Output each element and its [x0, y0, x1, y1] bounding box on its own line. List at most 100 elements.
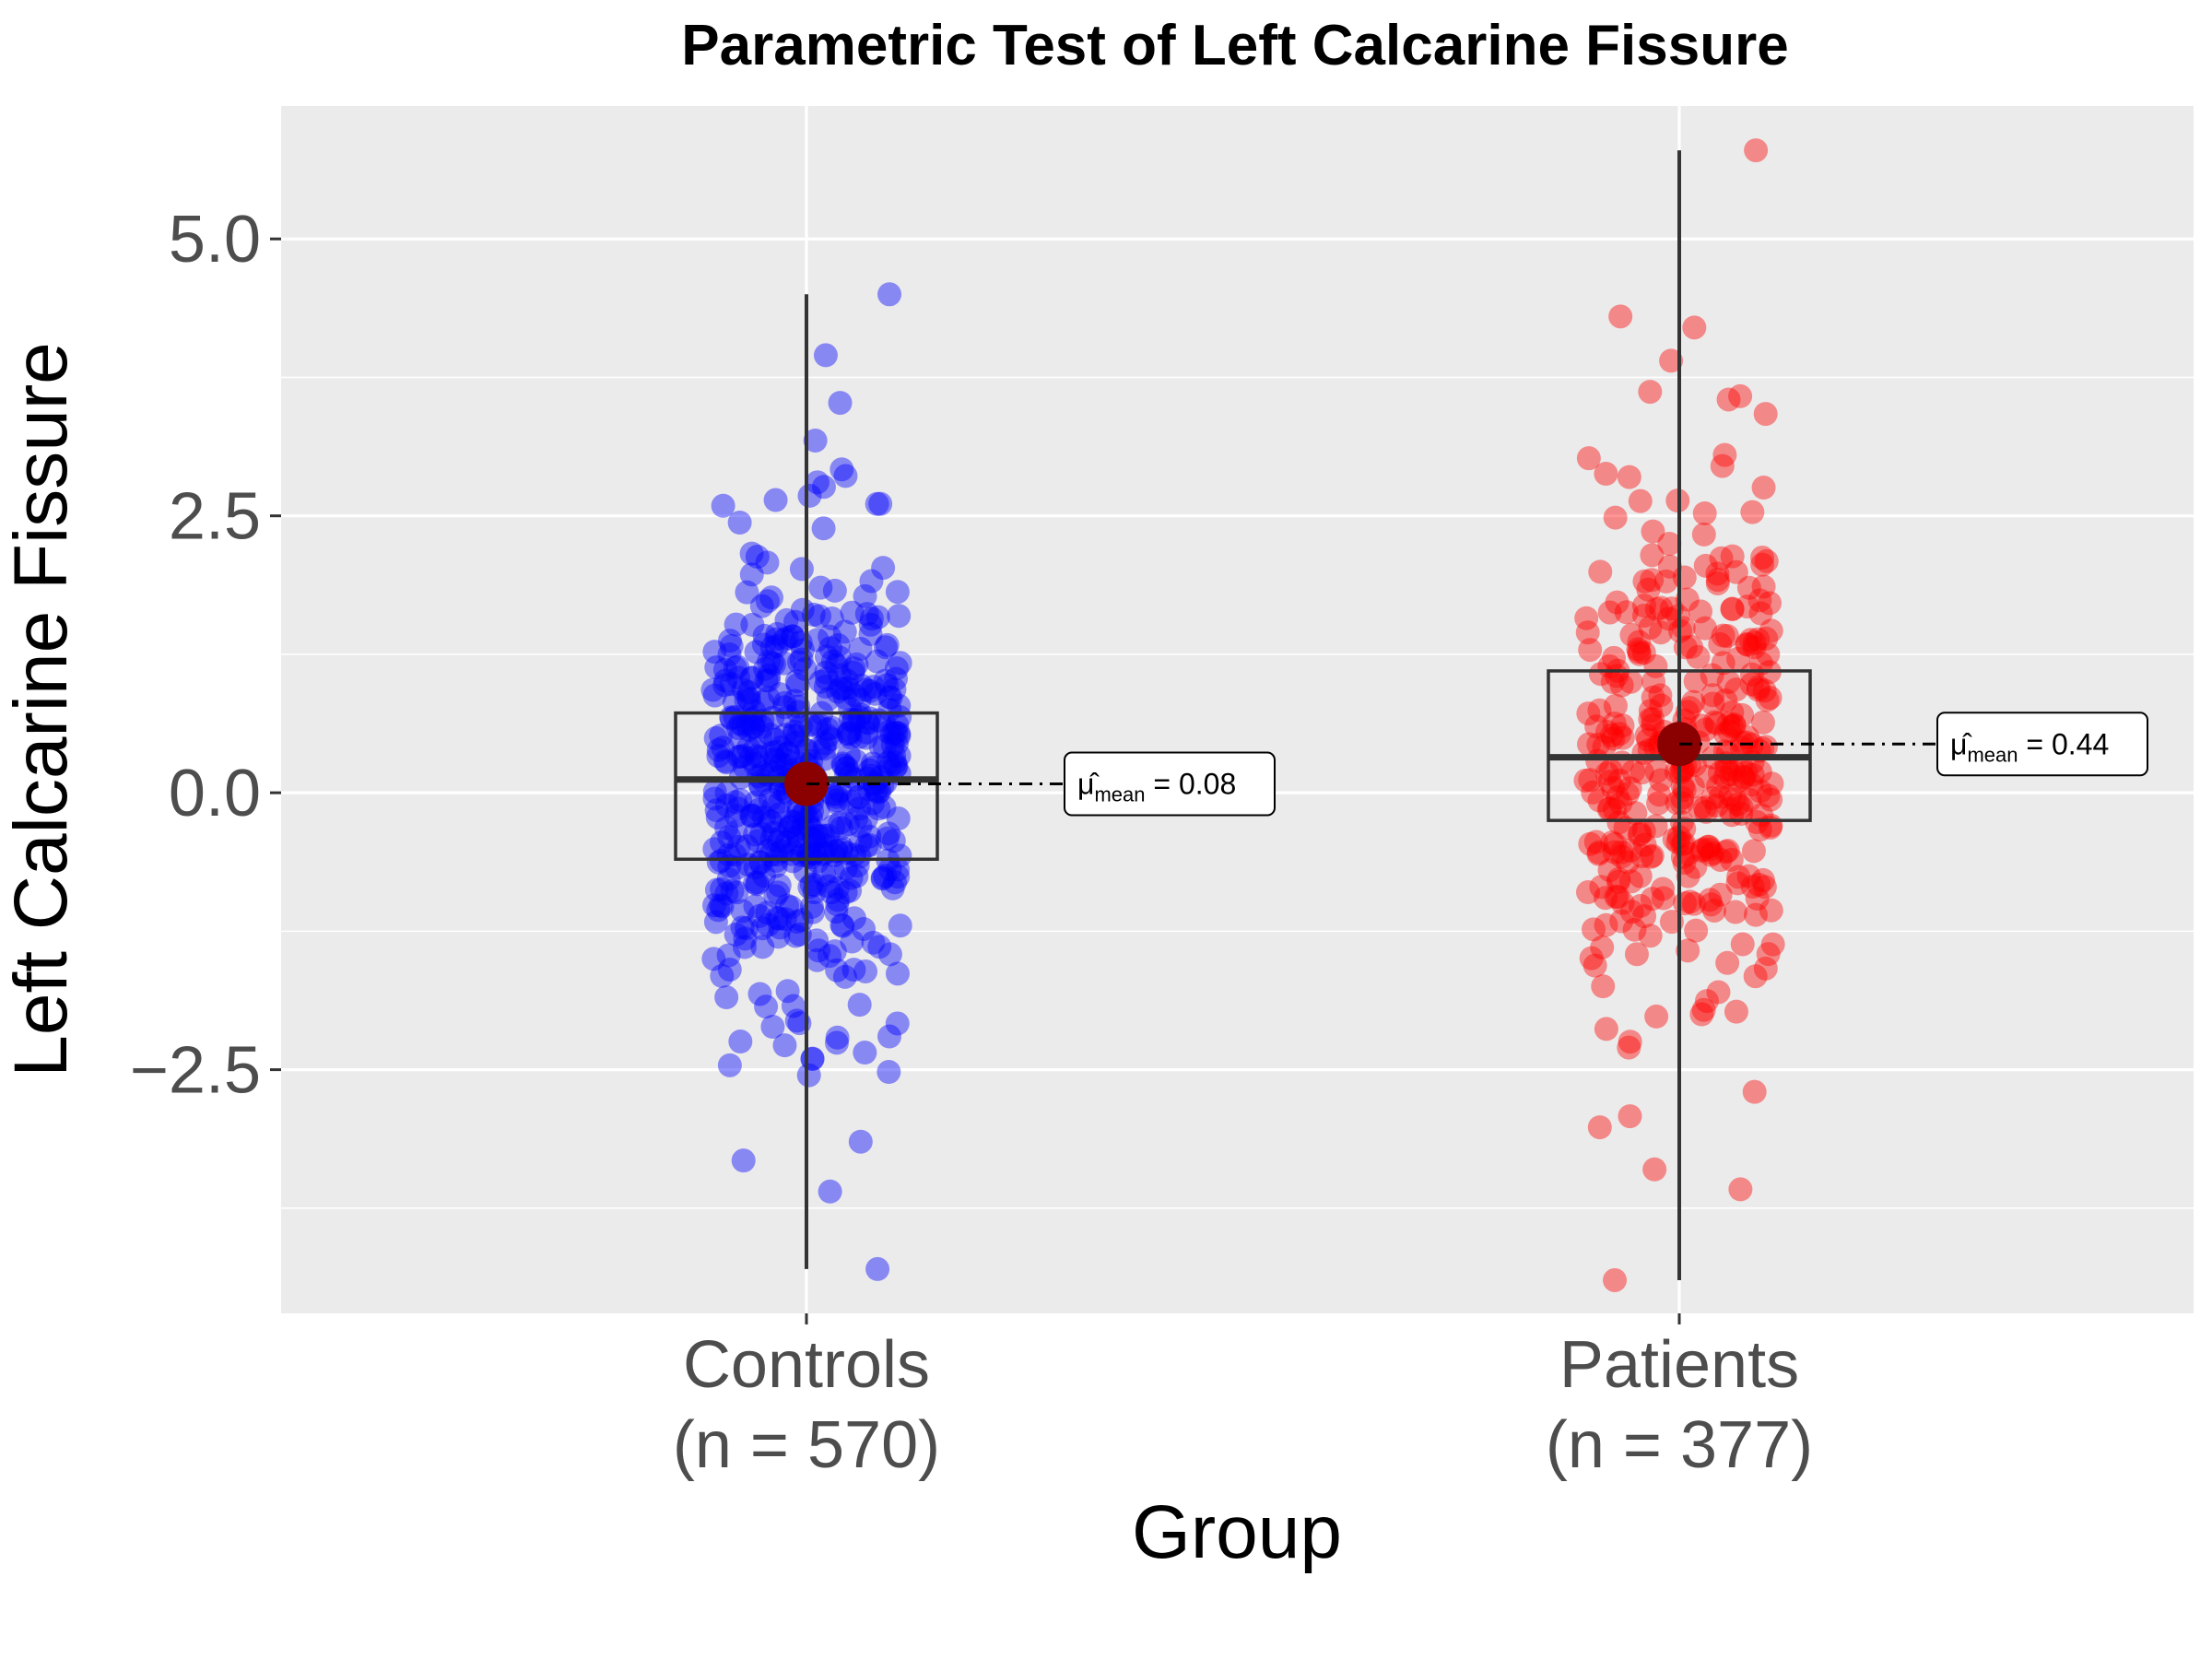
data-point: [1622, 917, 1647, 942]
data-point: [822, 939, 847, 964]
data-point: [1609, 840, 1634, 865]
data-point: [1706, 980, 1731, 1005]
data-point: [1713, 840, 1738, 865]
groups: μ̂mean = 0.08 μ̂mean = 0.44: [674, 138, 2148, 1292]
data-point: [1753, 956, 1778, 981]
data-point: [815, 666, 840, 691]
data-point: [1626, 637, 1651, 662]
data-point: [724, 612, 748, 637]
data-point: [745, 544, 770, 569]
data-point: [1609, 909, 1634, 934]
data-point: [1756, 942, 1781, 967]
data-point: [758, 808, 782, 833]
data-point: [1665, 791, 1689, 816]
data-point: [1590, 935, 1615, 959]
data-point: [1716, 387, 1741, 412]
data-point: [706, 744, 731, 769]
data-point: [1606, 869, 1630, 894]
data-point: [1576, 732, 1601, 757]
data-point: [871, 556, 896, 581]
plot-panel: [281, 106, 2194, 1313]
data-point: [754, 668, 779, 693]
data-point: [1748, 601, 1773, 626]
data-point: [876, 750, 900, 775]
y-tick-label: −2.5: [130, 1034, 261, 1108]
data-point: [888, 651, 912, 676]
data-point: [1640, 887, 1665, 912]
data-point: [818, 1179, 842, 1204]
data-point: [830, 457, 854, 482]
data-point: [1708, 882, 1733, 907]
data-point: [728, 744, 753, 769]
data-point: [1680, 774, 1705, 799]
data-point: [844, 864, 869, 888]
data-point: [886, 865, 911, 889]
data-point: [755, 589, 780, 614]
data-point: [1638, 707, 1663, 732]
data-point: [774, 607, 799, 632]
data-point: [1600, 670, 1625, 695]
data-point: [1651, 877, 1676, 901]
data-point: [846, 784, 871, 809]
data-point: [1707, 760, 1732, 785]
data-point: [1647, 782, 1672, 807]
data-point: [1594, 462, 1618, 487]
data-point: [1739, 672, 1764, 697]
data-point: [1670, 774, 1695, 799]
data-point: [826, 791, 851, 816]
data-point: [1743, 964, 1768, 989]
data-point: [1712, 442, 1737, 467]
data-point: [1753, 402, 1778, 427]
data-point: [813, 674, 838, 699]
data-point: [853, 1041, 877, 1065]
data-point: [719, 633, 744, 658]
data-point: [1717, 719, 1742, 744]
data-point: [860, 791, 885, 816]
data-point: [1593, 886, 1618, 911]
data-point: [736, 688, 761, 712]
data-point: [723, 655, 747, 680]
data-point: [875, 673, 900, 698]
data-point: [1651, 886, 1676, 911]
data-point: [848, 830, 873, 854]
data-point: [829, 677, 853, 701]
data-point: [811, 516, 836, 541]
data-point: [873, 864, 898, 888]
data-point: [751, 864, 776, 888]
box: [1547, 669, 1812, 822]
data-point: [785, 724, 810, 748]
data-point: [1656, 606, 1681, 631]
data-point: [1645, 791, 1670, 816]
data-point: [743, 822, 768, 847]
data-point: [1702, 898, 1727, 923]
data-point: [846, 785, 871, 810]
data-point: [782, 688, 807, 713]
data-point: [775, 741, 800, 766]
data-point: [1597, 858, 1622, 883]
data-point: [803, 829, 828, 853]
data-point: [766, 924, 791, 949]
data-point: [833, 856, 858, 881]
data-point: [1579, 946, 1604, 971]
data-point: [1648, 683, 1673, 708]
data-point: [884, 666, 909, 691]
data-point: [865, 605, 890, 629]
data-point: [1726, 646, 1751, 671]
data-point: [1740, 874, 1765, 899]
data-point: [836, 812, 861, 837]
data-point: [882, 677, 907, 702]
data-point: [1747, 779, 1772, 804]
data-point: [784, 669, 809, 694]
data-point: [719, 672, 744, 697]
data-point: [1716, 669, 1741, 694]
data-point: [882, 870, 907, 895]
data-point: [711, 735, 735, 760]
data-point: [768, 915, 793, 940]
data-point: [807, 604, 832, 629]
data-point: [759, 585, 784, 610]
data-point: [764, 634, 789, 659]
data-point: [1740, 500, 1765, 524]
data-point: [812, 736, 837, 761]
data-point: [731, 677, 756, 702]
data-point: [786, 824, 811, 849]
